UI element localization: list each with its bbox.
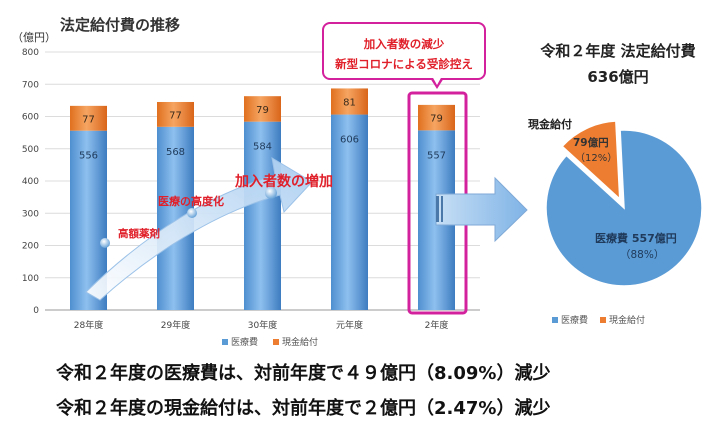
bar-legend: 医療費 現金給付 — [222, 336, 318, 348]
x-tick-label: 元年度 — [336, 319, 363, 331]
pie-total: 636億円 — [587, 68, 649, 86]
trend-overlay: 高額薬剤 医療の高度化 加入者数の増加 — [85, 91, 528, 315]
y-tick-label: 100 — [22, 274, 39, 284]
data-label-medical: 568 — [166, 147, 185, 158]
legend-swatch-cash — [273, 339, 279, 345]
summary-medical: 令和２年度の医療費は、対前年度で４９億円（8.09%）減少 — [56, 363, 551, 384]
data-label-cash: 81 — [343, 98, 356, 109]
bar-cash — [70, 105, 107, 131]
data-label-medical: 557 — [427, 150, 446, 161]
x-tick-label: 30年度 — [248, 319, 277, 331]
pie-connector-arrow — [435, 176, 528, 243]
bar-cash — [244, 96, 281, 122]
legend-label-medical: 医療費 — [231, 336, 258, 348]
legend-label-cash: 現金給付 — [282, 336, 318, 348]
x-tick-label: 28年度 — [74, 319, 103, 331]
data-label-cash: 77 — [82, 114, 95, 125]
x-tick-label: 29年度 — [161, 319, 190, 331]
pie-label-cash: 現金給付 — [528, 117, 572, 131]
y-tick-label: 800 — [22, 48, 39, 58]
pie-legend-cash: 現金給付 — [609, 314, 645, 326]
annotation-member-increase: 加入者数の増加 — [234, 173, 333, 190]
y-tick-label: 500 — [22, 145, 39, 155]
annotation-advanced-medicine: 医療の高度化 — [158, 194, 224, 208]
legend-swatch-medical — [222, 339, 228, 345]
pie-pct-medical: （88%） — [620, 249, 664, 261]
y-axis-unit: （億円） — [12, 31, 56, 44]
y-tick-label: 0 — [33, 306, 39, 316]
pie-slice-medical — [545, 129, 703, 287]
callout-line-1: 加入者数の減少 — [363, 37, 445, 51]
pie-chart: 現金給付 79億円 （12%） 医療費 557億円 （88%） 医療費 現金給付 — [528, 117, 703, 326]
summary-cash: 令和２年度の現金給付は、対前年度で２億円（2.47%）減少 — [56, 398, 551, 419]
y-tick-label: 700 — [22, 80, 39, 90]
data-label-medical: 584 — [253, 142, 272, 153]
y-tick-label: 200 — [22, 242, 39, 252]
y-tick-label: 300 — [22, 209, 39, 219]
x-tick-label: 2年度 — [425, 319, 449, 331]
bar-cash — [331, 88, 368, 115]
pie-legend-swatch-cash — [600, 317, 606, 323]
pie-value-medical: 医療費 557億円 — [595, 231, 677, 245]
callout-line-2: 新型コロナによる受診控え — [335, 57, 473, 71]
y-axis: 0 100 200 300 400 500 600 700 800 — [22, 48, 39, 316]
trend-point-3 — [265, 187, 277, 199]
data-label-cash: 79 — [430, 114, 443, 125]
decline-callout: 加入者数の減少 新型コロナによる受診控え — [322, 22, 486, 80]
bar-cash — [157, 101, 194, 127]
bar-cash — [418, 104, 455, 131]
y-tick-label: 400 — [22, 177, 39, 187]
data-label-cash: 79 — [256, 105, 269, 116]
bar-medical — [331, 114, 368, 310]
pie-slices — [545, 120, 703, 287]
annotation-high-cost-drugs: 高額薬剤 — [118, 227, 160, 240]
callout-tail-fill — [432, 76, 442, 85]
data-label-medical: 606 — [340, 135, 359, 146]
data-label-cash: 77 — [169, 110, 182, 121]
pie-slice-cash — [561, 120, 621, 201]
data-label-medical: 556 — [79, 151, 98, 162]
pie-legend-swatch-medical — [552, 317, 558, 323]
bar-medical — [244, 121, 281, 310]
y-tick-label: 600 — [22, 113, 39, 123]
bar-series: 556 77 28年度 568 77 29年度 584 79 30年度 606 81 元年度 557 79… — [70, 88, 455, 331]
growth-arrow — [85, 157, 313, 301]
pie-legend-medical: 医療費 — [561, 314, 588, 326]
pie-pct-cash: （12%） — [575, 152, 617, 164]
chart-title: 法定給付費の推移 — [60, 16, 181, 34]
trend-point-1 — [100, 238, 110, 248]
pie-value-cash: 79億円 — [573, 136, 609, 149]
trend-point-2 — [187, 208, 197, 218]
pie-title-line-1: 令和２年度 法定給付費 — [540, 42, 696, 60]
pie-title: 令和２年度 法定給付費 636億円 — [520, 38, 716, 90]
